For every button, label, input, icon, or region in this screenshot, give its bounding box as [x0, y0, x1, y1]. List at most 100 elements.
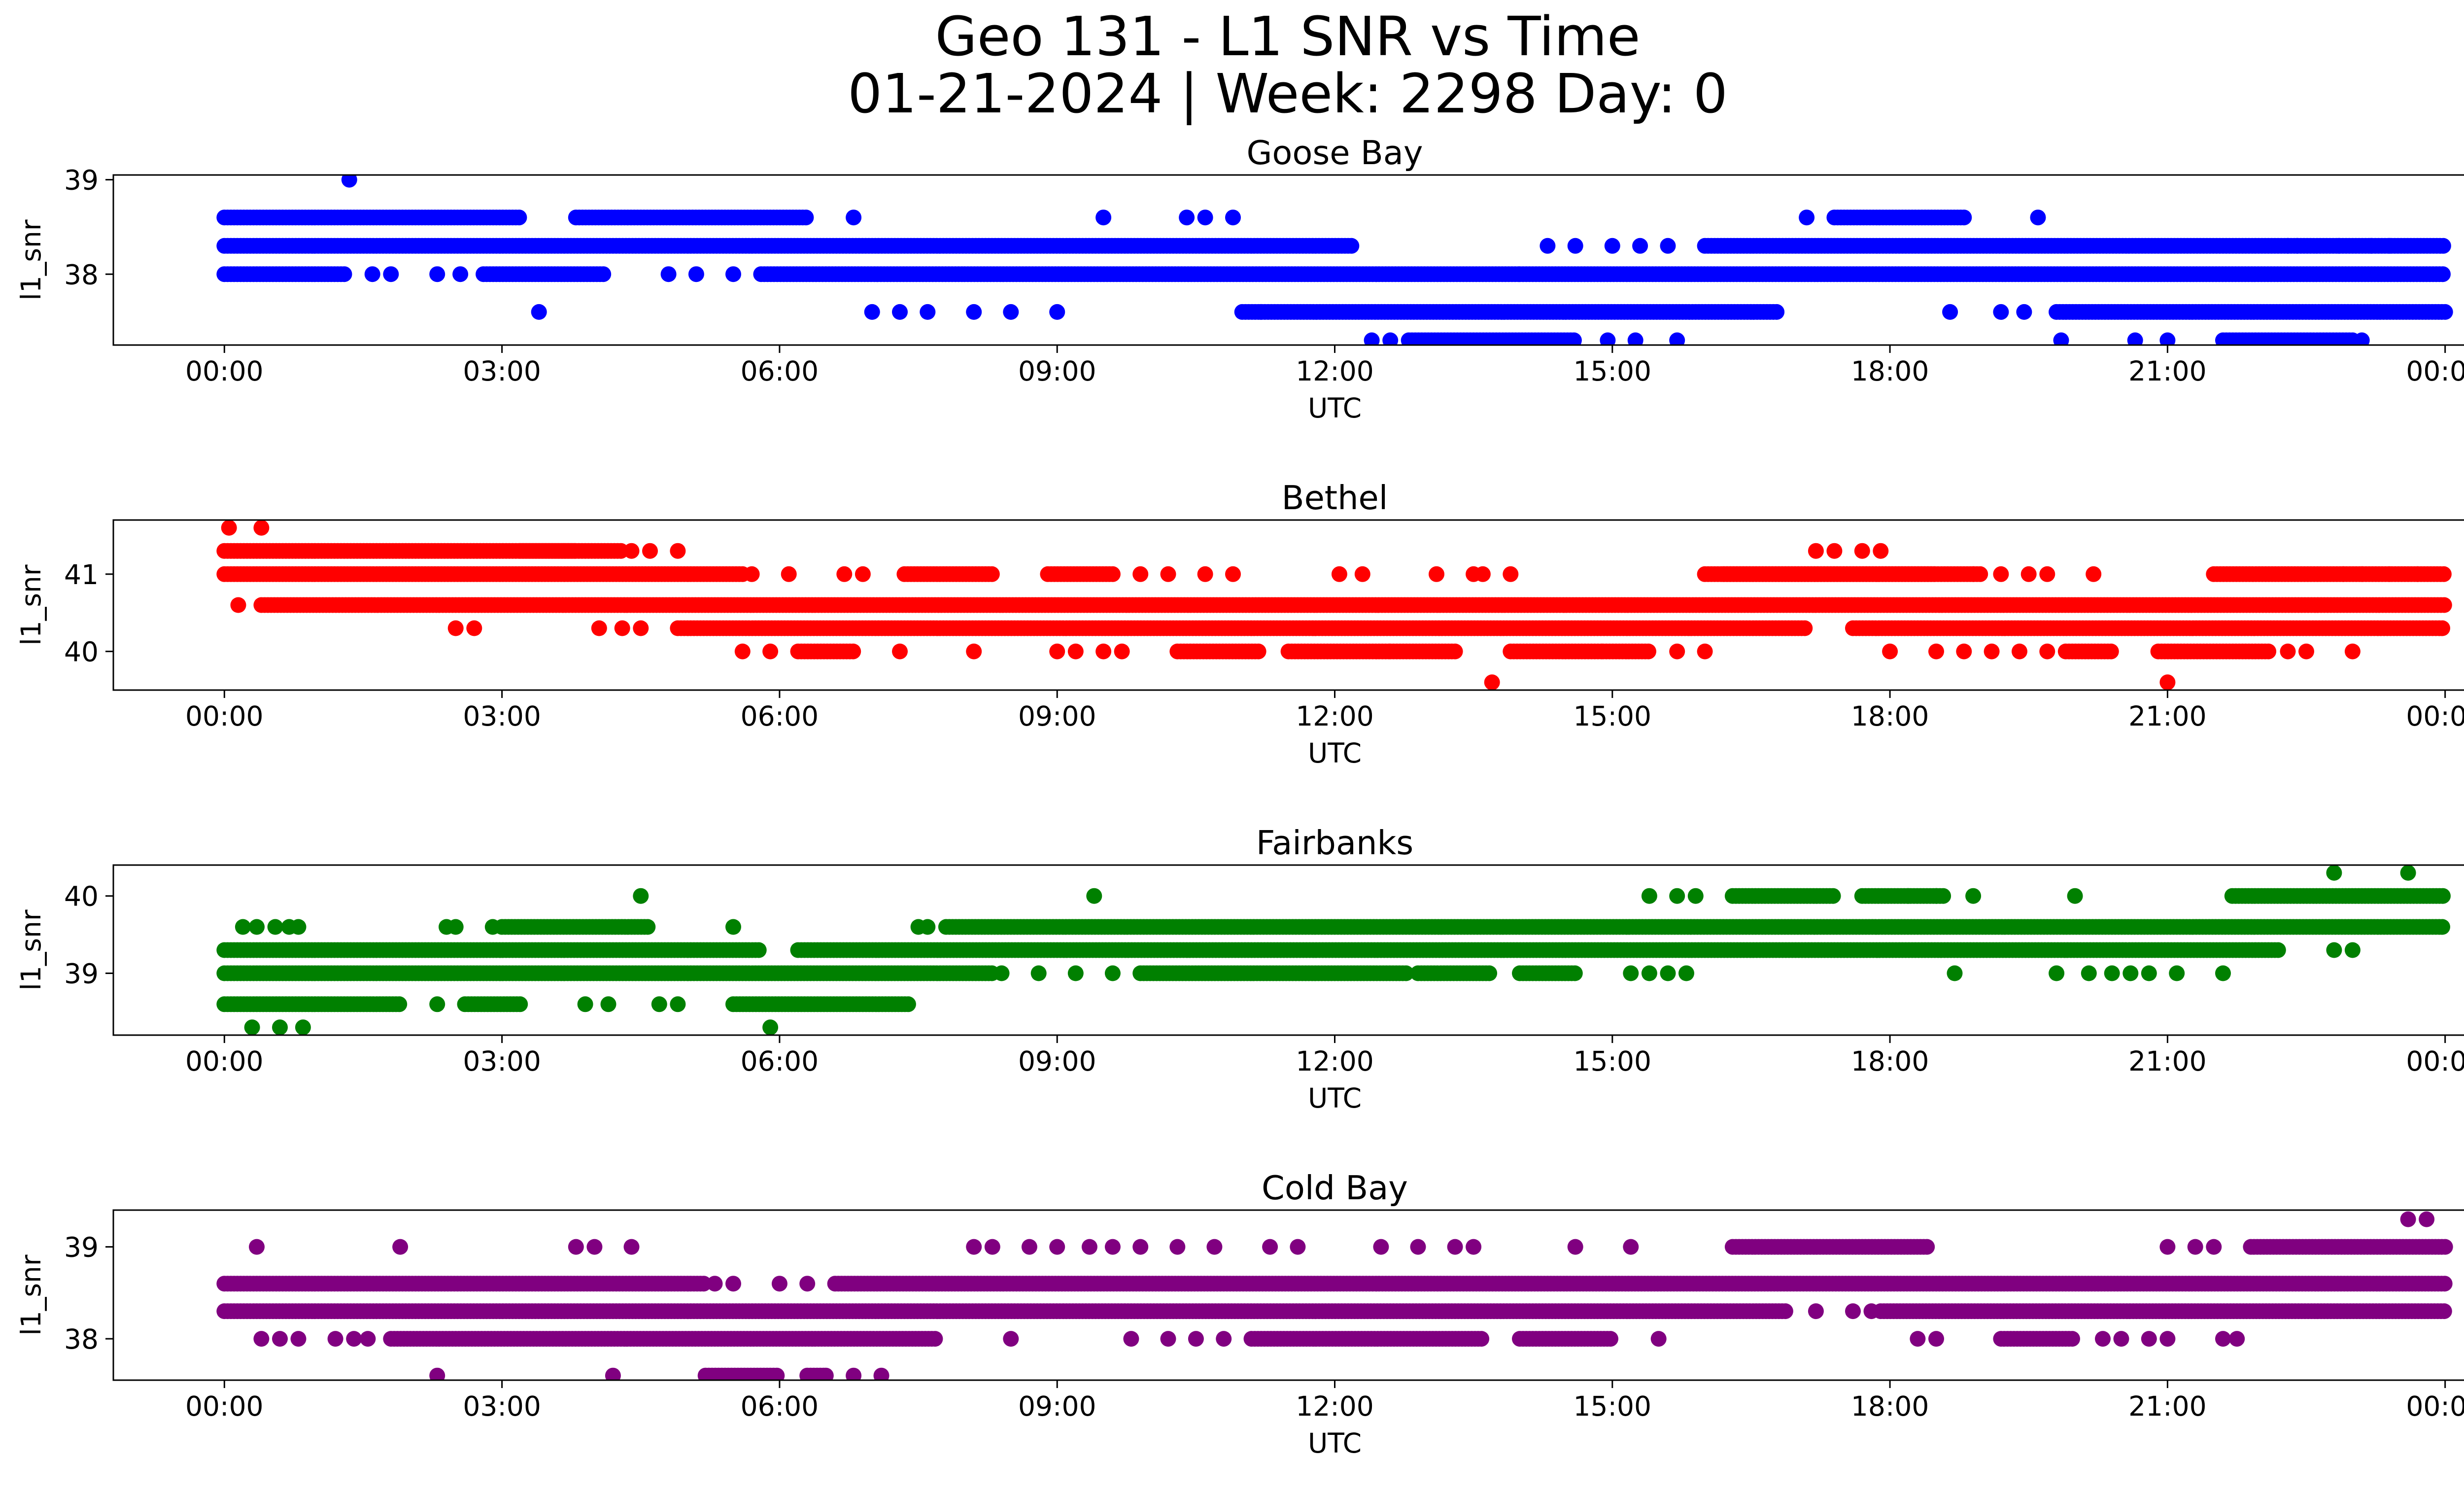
data-point: [1926, 566, 1942, 582]
data-point: [383, 266, 399, 282]
data-point: [1627, 332, 1643, 345]
x-tick-label: 00:00: [2406, 700, 2464, 732]
data-point: [2363, 238, 2379, 254]
data-point: [1873, 543, 1889, 559]
data-point: [688, 266, 704, 282]
data-point: [2039, 643, 2055, 660]
data-point: [1067, 643, 1084, 660]
data-point: [660, 266, 677, 282]
data-point: [1965, 566, 1982, 582]
y-tick-label: 40: [64, 636, 99, 668]
data-point: [1956, 643, 1972, 660]
data-point: [2409, 566, 2426, 582]
data-point: [2280, 643, 2296, 660]
x-tick-label: 18:00: [1851, 355, 1929, 387]
data-point: [900, 996, 916, 1012]
data-point: [1225, 209, 1241, 226]
data-point: [2382, 566, 2397, 582]
data-point: [1095, 209, 1112, 226]
data-point: [2289, 238, 2305, 254]
y-axis-label: l1_snr: [15, 219, 47, 300]
data-point: [1854, 543, 1870, 559]
y-tick-label: 39: [64, 165, 99, 196]
data-point: [2039, 566, 2055, 582]
scatter-points: [216, 865, 2451, 1035]
x-tick-label: 06:00: [741, 700, 819, 732]
x-tick-label: 03:00: [463, 355, 541, 387]
data-point: [954, 266, 970, 282]
data-point: [846, 209, 862, 226]
data-point: [1632, 238, 1648, 254]
y-tick-label: 38: [64, 259, 99, 290]
data-point: [1250, 643, 1266, 660]
data-point: [1474, 566, 1491, 582]
data-point: [1364, 332, 1380, 345]
data-point: [1826, 543, 1843, 559]
data-point: [892, 304, 908, 320]
data-point: [966, 643, 982, 660]
data-point: [1567, 238, 1583, 254]
data-point: [2435, 238, 2451, 254]
data-point: [744, 566, 760, 582]
data-point: [1503, 566, 1519, 582]
data-point: [1447, 643, 1463, 660]
x-tick-label: 09:00: [1018, 355, 1096, 387]
x-tick-label: 12:00: [1296, 355, 1374, 387]
data-point: [725, 266, 741, 282]
data-point: [855, 566, 871, 582]
data-point: [429, 266, 445, 282]
data-point: [642, 543, 658, 559]
data-point: [1095, 643, 1112, 660]
data-point: [595, 266, 612, 282]
data-point: [452, 266, 469, 282]
y-tick-label: 41: [64, 559, 99, 591]
y-axis-label: l1_snr: [15, 564, 47, 645]
data-point: [2030, 209, 2046, 226]
data-point: [751, 942, 767, 958]
data-point: [1928, 643, 1944, 660]
data-point: [1049, 304, 1065, 320]
data-point: [1429, 566, 1444, 582]
x-tick-label: 00:00: [185, 700, 264, 732]
data-point: [762, 643, 779, 660]
x-tick-label: 03:00: [463, 700, 541, 732]
x-tick-label: 00:00: [185, 355, 264, 387]
data-point: [447, 620, 464, 636]
data-point: [531, 304, 547, 320]
data-point: [1566, 332, 1582, 345]
data-point: [2159, 332, 2176, 345]
data-point: [2270, 942, 2286, 958]
data-point: [1382, 332, 1399, 345]
data-point: [1993, 566, 2009, 582]
x-tick-label: 09:00: [1018, 700, 1096, 732]
x-tick-label: 21:00: [2128, 355, 2207, 387]
data-point: [511, 209, 527, 226]
data-point: [920, 304, 936, 320]
x-tick-label: 00:00: [2406, 355, 2464, 387]
data-point: [864, 304, 880, 320]
data-point: [2354, 332, 2370, 345]
x-tick-label: 15:00: [1574, 355, 1652, 387]
data-point: [2127, 332, 2143, 345]
data-point: [1808, 543, 1824, 559]
data-point: [2159, 674, 2176, 690]
x-axis-label: UTC: [1308, 392, 1362, 424]
data-point: [2260, 643, 2277, 660]
data-point: [1225, 566, 1241, 582]
data-point: [2437, 304, 2453, 320]
data-point: [836, 566, 853, 582]
data-point: [734, 643, 751, 660]
data-point: [2435, 566, 2452, 582]
subplot-title: Bethel: [1282, 479, 1388, 517]
data-point: [633, 620, 649, 636]
data-point: [2335, 566, 2352, 582]
data-point: [1049, 643, 1065, 660]
data-point: [1331, 566, 1347, 582]
data-point: [1253, 304, 1269, 320]
data-point: [1197, 566, 1213, 582]
